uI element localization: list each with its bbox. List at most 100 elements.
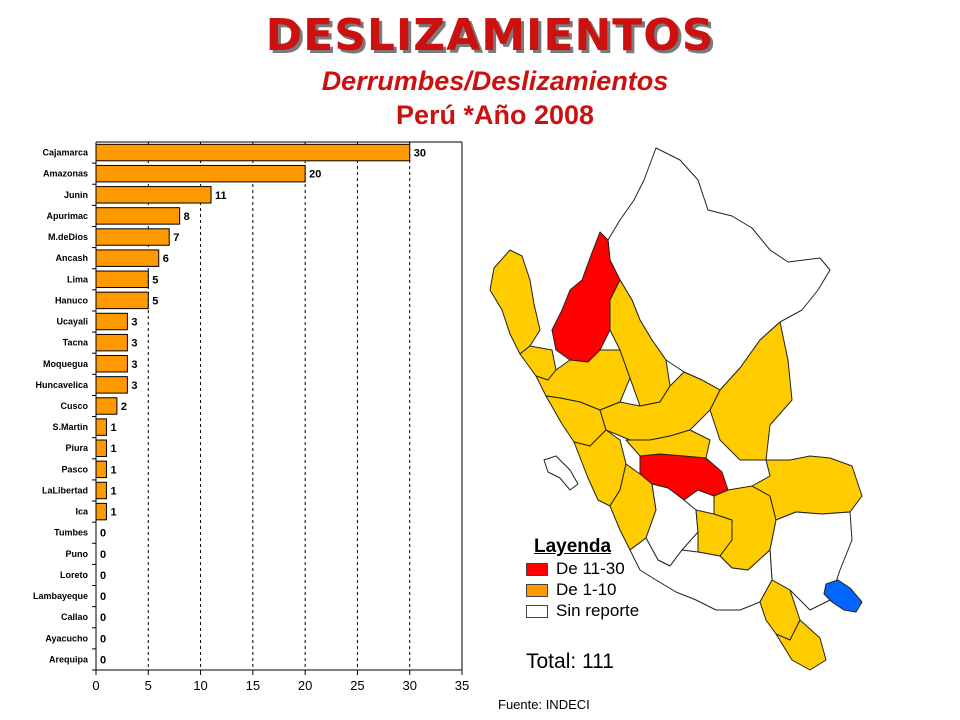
- data-label: 3: [131, 380, 137, 392]
- data-label: 6: [163, 253, 169, 265]
- data-label: 1: [110, 443, 116, 455]
- x-tick-label: 5: [145, 678, 152, 693]
- category-label: Hanuco: [55, 295, 89, 305]
- data-label: 3: [131, 338, 137, 350]
- data-label: 0: [100, 654, 106, 666]
- data-label: 0: [100, 549, 106, 561]
- bar: [95, 502, 107, 521]
- legend-item-high: De 11-30: [526, 559, 646, 579]
- data-label: 3: [131, 317, 137, 329]
- data-label: 7: [173, 232, 179, 244]
- bar: [95, 418, 107, 436]
- island-outline: [543, 455, 579, 491]
- category-label: M.deDios: [48, 232, 88, 242]
- x-tick-label: 30: [402, 678, 416, 693]
- lake-titicaca: [823, 579, 863, 613]
- category-label: Tacna: [63, 338, 89, 348]
- data-label: 1: [110, 464, 116, 476]
- total-count: Total: 111: [526, 650, 614, 673]
- category-label: Puno: [66, 549, 89, 559]
- category-label: Apurimac: [46, 211, 88, 221]
- peru-map: [489, 147, 863, 671]
- category-label: Loreto: [60, 570, 89, 580]
- legend-swatch-high: [526, 562, 548, 576]
- legend-title: Layenda: [534, 536, 612, 557]
- category-label: Ucayali: [56, 317, 88, 327]
- category-label: Lambayeque: [33, 591, 88, 601]
- x-tick-label: 35: [455, 678, 469, 693]
- category-label: Ancash: [55, 253, 88, 263]
- data-label: 8: [184, 211, 190, 223]
- bar: [95, 249, 160, 267]
- region-tacna: [775, 619, 827, 671]
- data-label: 2: [121, 401, 127, 413]
- category-label: Cusco: [60, 401, 88, 411]
- region-arequipa: [629, 537, 773, 611]
- bar: [95, 228, 170, 246]
- category-label: Cajamarca: [42, 148, 89, 158]
- data-label: 11: [215, 190, 227, 202]
- data-label: 1: [110, 485, 116, 497]
- legend-item-mid: De 1-10: [526, 580, 646, 600]
- bar: [95, 481, 107, 500]
- page-title: DESLIZAMIENTOS: [265, 10, 715, 61]
- bar: [95, 291, 149, 310]
- bar: [95, 439, 107, 457]
- chart-subtitle-year: Perú *Año 2008: [395, 100, 595, 130]
- region-piura: [489, 249, 541, 355]
- category-label: Moquegua: [43, 359, 89, 369]
- region-lambayeque: [519, 345, 557, 381]
- category-label: Huncavelica: [35, 380, 89, 390]
- category-label: Amazonas: [43, 169, 88, 179]
- category-label: Tumbes: [54, 528, 88, 538]
- bar: [95, 186, 212, 204]
- chart-subtitle: Derrumbes/Deslizamientos: [321, 66, 669, 96]
- data-label: 3: [131, 359, 137, 371]
- x-tick-label: 25: [350, 678, 364, 693]
- category-label: Arequipa: [49, 654, 89, 664]
- bar: [95, 376, 128, 394]
- data-label: 0: [100, 612, 106, 624]
- category-label: Callao: [61, 612, 89, 622]
- bar: [95, 270, 149, 289]
- bar: [95, 207, 181, 225]
- category-label: Ica: [75, 507, 89, 517]
- legend-label-mid: De 1-10: [556, 580, 617, 599]
- bar: [95, 164, 306, 183]
- bar: [95, 333, 128, 352]
- category-label: Pasco: [61, 464, 88, 474]
- category-label: Lima: [67, 274, 89, 284]
- x-tick-label: 10: [193, 678, 207, 693]
- data-label: 20: [309, 169, 321, 181]
- legend-swatch-mid: [526, 583, 548, 597]
- legend-label-none: Sin reporte: [556, 601, 640, 620]
- category-label: Junin: [64, 190, 88, 200]
- x-tick-label: 0: [92, 678, 99, 693]
- bar: [95, 355, 128, 373]
- category-label: LaLibertad: [42, 485, 88, 495]
- map-legend: Layenda De 11-30 De 1-10 Sin reporte: [526, 536, 646, 621]
- data-label: 1: [110, 507, 116, 519]
- bar: [95, 397, 118, 415]
- x-tick-label: 20: [298, 678, 312, 693]
- data-label: 5: [152, 295, 158, 307]
- region-pasco: [625, 429, 711, 459]
- x-tick-label: 15: [246, 678, 260, 693]
- legend-item-none: Sin reporte: [526, 601, 646, 621]
- data-label: 0: [100, 591, 106, 603]
- bar: [95, 143, 411, 162]
- category-label: S.Martin: [52, 422, 88, 432]
- bar: [95, 460, 107, 479]
- legend-label-high: De 11-30: [556, 559, 625, 578]
- source-note: Fuente: INDECI: [498, 697, 590, 712]
- region-ucayali: [709, 321, 793, 461]
- legend-swatch-none: [526, 604, 548, 618]
- data-label: 30: [414, 148, 426, 160]
- category-label: Piura: [65, 443, 89, 453]
- bar: [95, 312, 128, 331]
- data-label: 0: [100, 570, 106, 582]
- data-label: 0: [100, 633, 106, 645]
- data-label: 1: [110, 422, 116, 434]
- category-label: Ayacucho: [45, 633, 88, 643]
- data-label: 0: [100, 528, 106, 540]
